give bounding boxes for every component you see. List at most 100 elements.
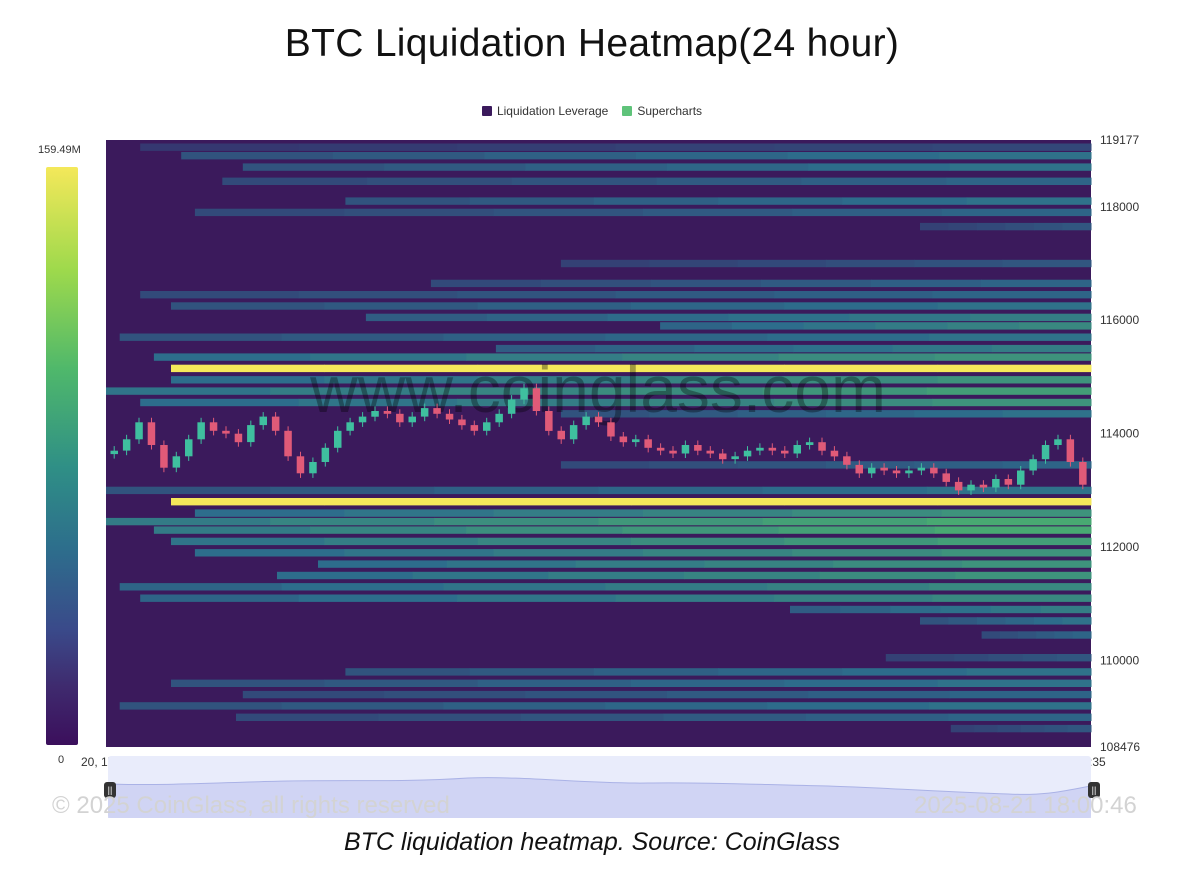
liquidation-band-19-segment-0 [140,398,300,407]
liquidation-band-27-segment-0 [171,537,325,546]
liquidation-band-13-segment-3 [605,333,768,341]
copyright-text: © 2025 CoinGlass, all rights reserved [52,792,450,819]
liquidation-band-17-segment-5 [937,376,1092,384]
timestamp-text: 2025-08-21 18:00:46 [914,792,1137,819]
liquidation-band-29-segment-3 [704,560,834,568]
liquidation-band-12-segment-0 [660,322,733,330]
candle-body-38 [582,416,590,426]
liquidation-band-23-segment-3 [631,498,785,506]
liquidation-band-42-segment-5 [1067,724,1092,733]
y-tick-label-2: 116000 [1100,313,1139,327]
liquidation-band-13-segment-2 [443,333,606,341]
liquidation-band-36-segment-5 [1056,654,1092,662]
liquidation-band-6-segment-2 [977,222,1006,231]
liquidation-band-25-segment-2 [434,517,599,526]
liquidation-band-14-segment-3 [793,344,894,353]
liquidation-band-6-segment-5 [1062,222,1092,231]
liquidation-band-5-segment-4 [792,208,943,217]
candle-body-20 [358,416,367,423]
liquidation-band-38-segment-0 [171,679,325,687]
liquidation-band-39-segment-4 [808,690,951,699]
legend-item-supercharts[interactable]: Supercharts [622,104,702,118]
candle-body-61 [868,467,876,474]
liquidation-band-33-segment-3 [940,605,992,614]
liquidation-band-15-segment-3 [622,353,780,361]
liquidation-band-3-segment-2 [511,177,658,185]
liquidation-band-36-segment-0 [885,654,921,662]
liquidation-band-28-segment-5 [941,549,1092,557]
liquidation-band-21-segment-4 [914,461,1004,469]
liquidation-band-38-segment-1 [324,679,479,687]
liquidation-band-8-segment-4 [871,279,982,288]
liquidation-band-41-segment-4 [806,713,949,721]
candle-body-46 [681,445,690,454]
candle-body-3 [147,422,156,445]
candle-body-21 [371,411,379,417]
liquidation-band-19-segment-4 [774,398,934,407]
liquidation-band-22-segment-0 [106,486,271,495]
liquidation-band-9-segment-5 [932,291,1092,299]
liquidation-band-7-segment-5 [1002,259,1092,268]
liquidation-band-21-segment-5 [1002,461,1092,469]
liquidation-band-13-segment-4 [767,333,930,341]
liquidation-band-38-segment-3 [631,679,785,687]
liquidation-band-31-segment-1 [281,583,444,591]
liquidation-band-29-segment-1 [446,560,577,568]
liquidation-band-42-segment-2 [997,724,1022,733]
liquidation-band-14-segment-0 [495,344,596,353]
range-handle-right[interactable]: || [1088,782,1100,798]
liquidation-band-10-segment-3 [631,302,785,310]
liquidation-band-21-segment-0 [560,461,650,469]
liquidation-band-14-segment-2 [694,344,794,353]
candle-body-60 [855,464,863,474]
liquidation-band-6-segment-4 [1034,222,1063,231]
y-tick-label-0: 119177 [1100,133,1139,147]
liquidation-band-27-segment-5 [937,537,1092,546]
liquidation-band-9-segment-4 [774,291,934,299]
candle-body-24 [408,416,416,423]
liquidation-band-7-segment-0 [560,259,650,268]
liquidation-band-31-segment-5 [929,583,1092,591]
liquidation-band-18-segment-5 [926,387,1092,395]
price-candles [110,383,1087,495]
liquidation-band-0-segment-2 [457,143,617,151]
liquidation-band-20-segment-5 [1002,410,1092,418]
liquidation-band-3-segment-3 [656,177,802,185]
liquidation-band-37-segment-3 [718,668,843,676]
legend-item-liquidation-leverage[interactable]: Liquidation Leverage [481,104,608,118]
liquidation-band-37-segment-2 [593,668,719,676]
liquidation-band-11-segment-5 [970,313,1092,322]
y-tick-label-6: 108476 [1100,740,1140,754]
range-handle-left[interactable]: || [104,782,116,798]
liquidation-band-36-segment-3 [988,654,1024,662]
liquidation-band-11-segment-2 [607,313,729,322]
figure-caption: BTC liquidation heatmap. Source: CoinGla… [343,828,841,856]
candle-body-30 [483,422,491,431]
candle-body-35 [545,411,553,431]
candle-body-13 [271,416,280,431]
candle-body-63 [892,470,901,474]
heatmap-chart[interactable]: www.coinglass.com 119177 118000 116000 1140… [0,0,1184,780]
candle-body-70 [979,484,988,488]
colorbar-max-label: 159.49M [38,144,81,156]
liquidation-band-9-segment-3 [615,291,775,299]
liquidation-band-10-segment-1 [324,302,479,310]
liquidation-band-4-segment-0 [345,197,471,205]
liquidation-band-40-segment-1 [281,702,444,710]
liquidation-band-15-segment-1 [310,353,467,361]
liquidation-band-16-segment-4 [784,364,939,373]
candle-body-26 [433,408,441,414]
liquidation-band-41-segment-0 [236,713,379,721]
liquidation-band-33-segment-4 [990,605,1042,614]
liquidation-band-18-segment-1 [270,387,435,395]
liquidation-band-35-segment-2 [1018,631,1037,639]
liquidation-band-40-segment-3 [605,702,768,710]
liquidation-band-13-segment-0 [119,333,283,341]
range-selector[interactable] [107,756,1092,818]
liquidation-band-15-segment-0 [153,353,311,361]
liquidation-band-5-segment-1 [344,208,495,217]
liquidation-band-10-segment-2 [477,302,632,310]
liquidation-band-14-segment-1 [595,344,695,353]
liquidation-band-4-segment-5 [966,197,1092,205]
candle-body-28 [458,419,466,426]
